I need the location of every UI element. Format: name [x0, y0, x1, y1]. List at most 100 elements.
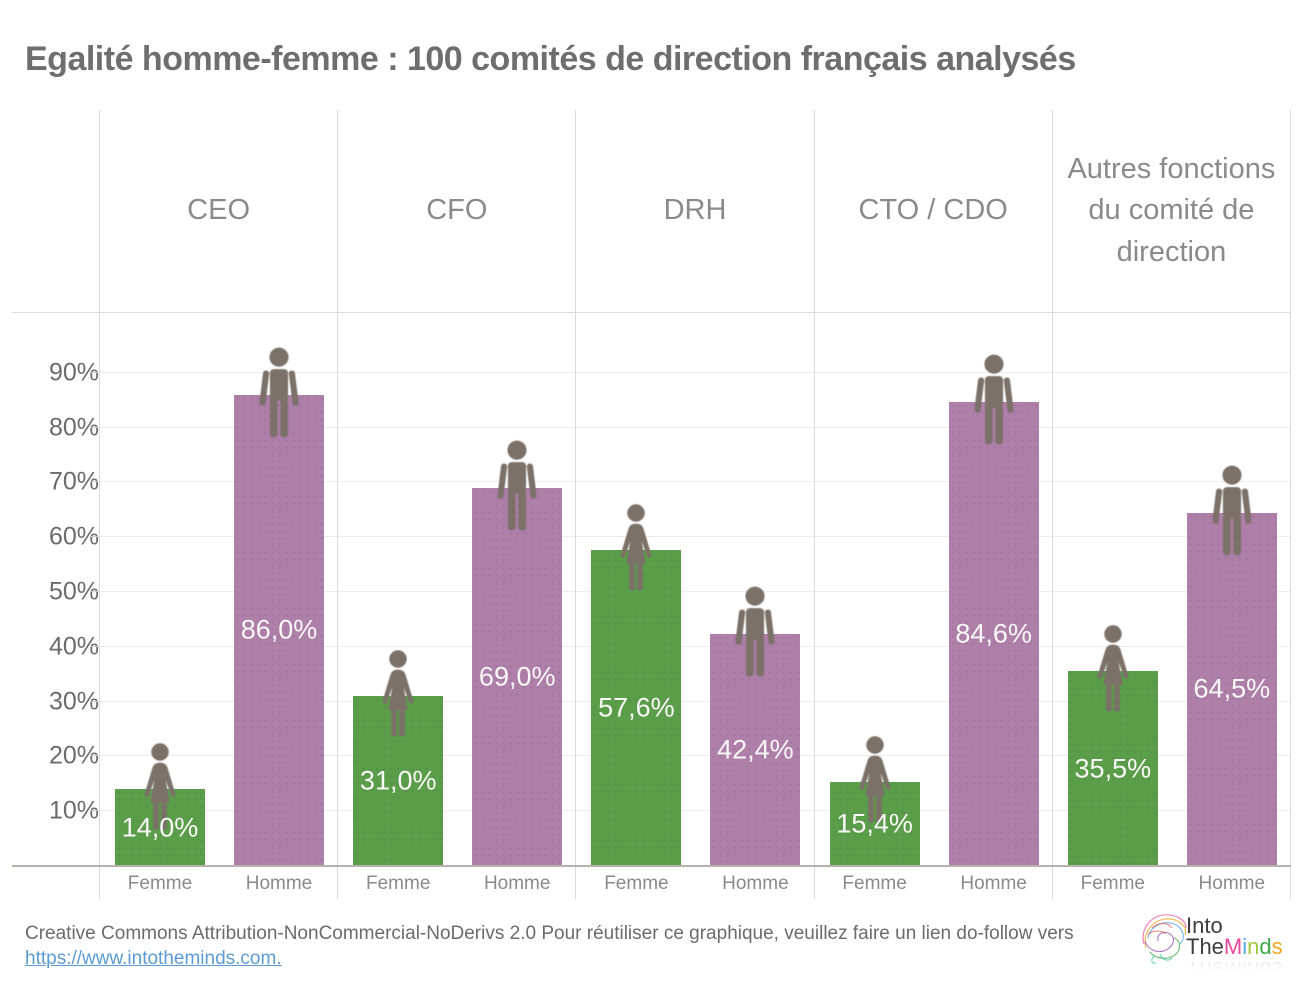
logo-the: The	[1186, 933, 1224, 959]
female-pictogram	[613, 501, 659, 600]
intotheminds-logo: Into TheMinds TheMinds	[1136, 906, 1296, 996]
license-text: Creative Commons Attribution-NonCommerci…	[25, 923, 1074, 944]
x-axis-label-cfo-femme: Femme	[366, 873, 431, 894]
panel-autres-fonctions-du-comit-de-direction: 35,5% 64,5%	[1051, 312, 1290, 866]
x-axis-label-cto-cdo-femme: Femme	[842, 873, 907, 894]
y-axis-label-90%: 90%	[48, 358, 99, 387]
header-separator-line	[12, 312, 1291, 313]
y-tick-20%	[91, 755, 99, 757]
bar-texture	[234, 394, 324, 866]
male-pictogram-icon	[1212, 465, 1252, 555]
male-pictogram	[1211, 464, 1253, 561]
male-pictogram-icon	[259, 347, 299, 438]
bar-cfo-homme[interactable]: 69,0%	[472, 440, 563, 866]
female-pictogram-icon	[144, 743, 176, 831]
y-axis-label-50%: 50%	[48, 577, 99, 606]
bar-cfo-femme[interactable]: 31,0%	[353, 650, 444, 866]
y-tick-80%	[91, 426, 99, 428]
logo-line1: Into	[1186, 913, 1223, 938]
y-tick-50%	[91, 591, 99, 592]
x-label-cell-autres-fonctions-du-comit-de-direction: Femme Homme	[1051, 867, 1290, 899]
bar-ceo-femme[interactable]: 14,0%	[115, 743, 205, 866]
female-pictogram	[375, 647, 421, 746]
x-axis-label-drh-homme: Homme	[722, 873, 789, 894]
x-label-cell-drh: Femme Homme	[575, 867, 813, 899]
y-axis-label-10%: 10%	[48, 796, 99, 825]
bar-cto-cdo-femme[interactable]: 15,4%	[829, 735, 920, 866]
bar-cto-cdo-homme[interactable]: 84,6%	[948, 355, 1039, 866]
value-label-drh-homme: 42,4%	[717, 734, 794, 765]
bar-drh-homme[interactable]: 42,4%	[710, 586, 801, 866]
female-pictogram	[137, 740, 183, 839]
y-tick-30%	[91, 700, 99, 702]
panel-cto-cdo: 15,4% 84,6%	[813, 312, 1052, 866]
female-pictogram	[852, 732, 898, 831]
logo-letter-i: i	[1242, 933, 1248, 959]
x-label-cell-cfo: Femme Homme	[337, 867, 575, 899]
bar-texture	[591, 550, 682, 866]
male-pictogram	[734, 585, 776, 682]
x-axis-label-autres-fonctions-du-comit-de-direction-femme: Femme	[1080, 873, 1146, 894]
gridline-10%	[99, 810, 1290, 812]
male-pictogram	[496, 439, 538, 536]
bar-ceo-homme[interactable]: 86,0%	[234, 347, 324, 866]
y-axis-label-80%: 80%	[48, 413, 99, 442]
brain-scribble-icon	[1142, 914, 1187, 964]
bar-texture	[948, 402, 1039, 866]
license-footer: Creative Commons Attribution-NonCommerci…	[25, 922, 1095, 971]
gridline-20%	[99, 755, 1290, 757]
value-label-ceo-femme: 14,0%	[121, 812, 199, 843]
y-axis-label-20%: 20%	[48, 741, 99, 770]
gridline-80%	[99, 426, 1290, 428]
bar-panels: 14,0% 86,0% 31,0% 69,0% 57,6% 42,4% 15,4% 84,6%…	[99, 312, 1290, 866]
female-pictogram	[1090, 622, 1136, 721]
y-axis-label-70%: 70%	[48, 467, 99, 496]
value-label-cto-cdo-femme: 15,4%	[836, 808, 913, 839]
value-label-autres-fonctions-du-comit-de-direction-homme: 64,5%	[1193, 673, 1271, 704]
intotheminds-link[interactable]: https://www.intotheminds.com.	[25, 947, 282, 969]
bar-autres-fonctions-du-comit-de-direction-homme[interactable]: 64,5%	[1186, 465, 1277, 866]
panel-cfo: 31,0% 69,0%	[337, 312, 575, 866]
y-tick-60%	[91, 536, 99, 538]
bar-texture	[1186, 512, 1277, 866]
bar-drh-femme[interactable]: 57,6%	[591, 504, 682, 866]
logo-line2: TheMinds	[1186, 933, 1283, 959]
category-header-5: Autres fonctions du comité de direction	[1051, 110, 1290, 312]
gridline-30%	[99, 700, 1290, 702]
female-pictogram-icon	[859, 735, 891, 823]
category-header-row: CEO CFO DRH CTO / CDO Autres fonctions du co…	[99, 110, 1291, 312]
bar-autres-fonctions-du-comit-de-direction-femme[interactable]: 35,5%	[1067, 625, 1158, 866]
y-tick-10%	[91, 810, 99, 812]
y-axis-label-60%: 60%	[48, 522, 99, 551]
x-axis-label-ceo-femme: Femme	[127, 873, 193, 894]
x-axis-label-row: Femme Homme Femme Homme Femme Homme Femme Homme…	[99, 867, 1291, 899]
logo-reflection: TheMinds	[1186, 957, 1283, 982]
x-axis-label-drh-femme: Femme	[604, 873, 669, 894]
logo-letter-n: n	[1247, 933, 1260, 959]
male-pictogram-icon	[974, 355, 1014, 445]
bar-texture	[1067, 671, 1158, 866]
x-axis-label-ceo-homme: Homme	[245, 873, 313, 894]
y-tick-90%	[91, 371, 99, 373]
value-label-cfo-femme: 31,0%	[359, 765, 437, 796]
panel-ceo: 14,0% 86,0%	[99, 312, 337, 866]
logo-letter-M: M	[1223, 933, 1243, 959]
category-header-1: CEO	[99, 110, 337, 312]
y-axis-label-30%: 30%	[48, 687, 99, 716]
value-label-cto-cdo-homme: 84,6%	[955, 618, 1032, 649]
category-header-2: CFO	[337, 110, 575, 312]
value-label-ceo-homme: 86,0%	[240, 614, 318, 645]
value-label-cfo-homme: 69,0%	[478, 661, 556, 692]
value-label-autres-fonctions-du-comit-de-direction-femme: 35,5%	[1074, 753, 1152, 784]
bar-texture	[353, 696, 444, 866]
female-pictogram-icon	[382, 650, 414, 737]
female-pictogram-icon	[620, 504, 652, 592]
x-axis-label-cto-cdo-homme: Homme	[960, 873, 1027, 894]
plot-area: 14,0% 86,0% 31,0% 69,0% 57,6% 42,4% 15,4% 84,6%…	[91, 312, 1291, 866]
bar-texture	[710, 633, 801, 866]
x-label-cell-ceo: Femme Homme	[99, 867, 337, 899]
x-axis-baseline	[12, 865, 1291, 867]
category-header-3: DRH	[575, 110, 813, 312]
value-label-drh-femme: 57,6%	[598, 692, 675, 723]
